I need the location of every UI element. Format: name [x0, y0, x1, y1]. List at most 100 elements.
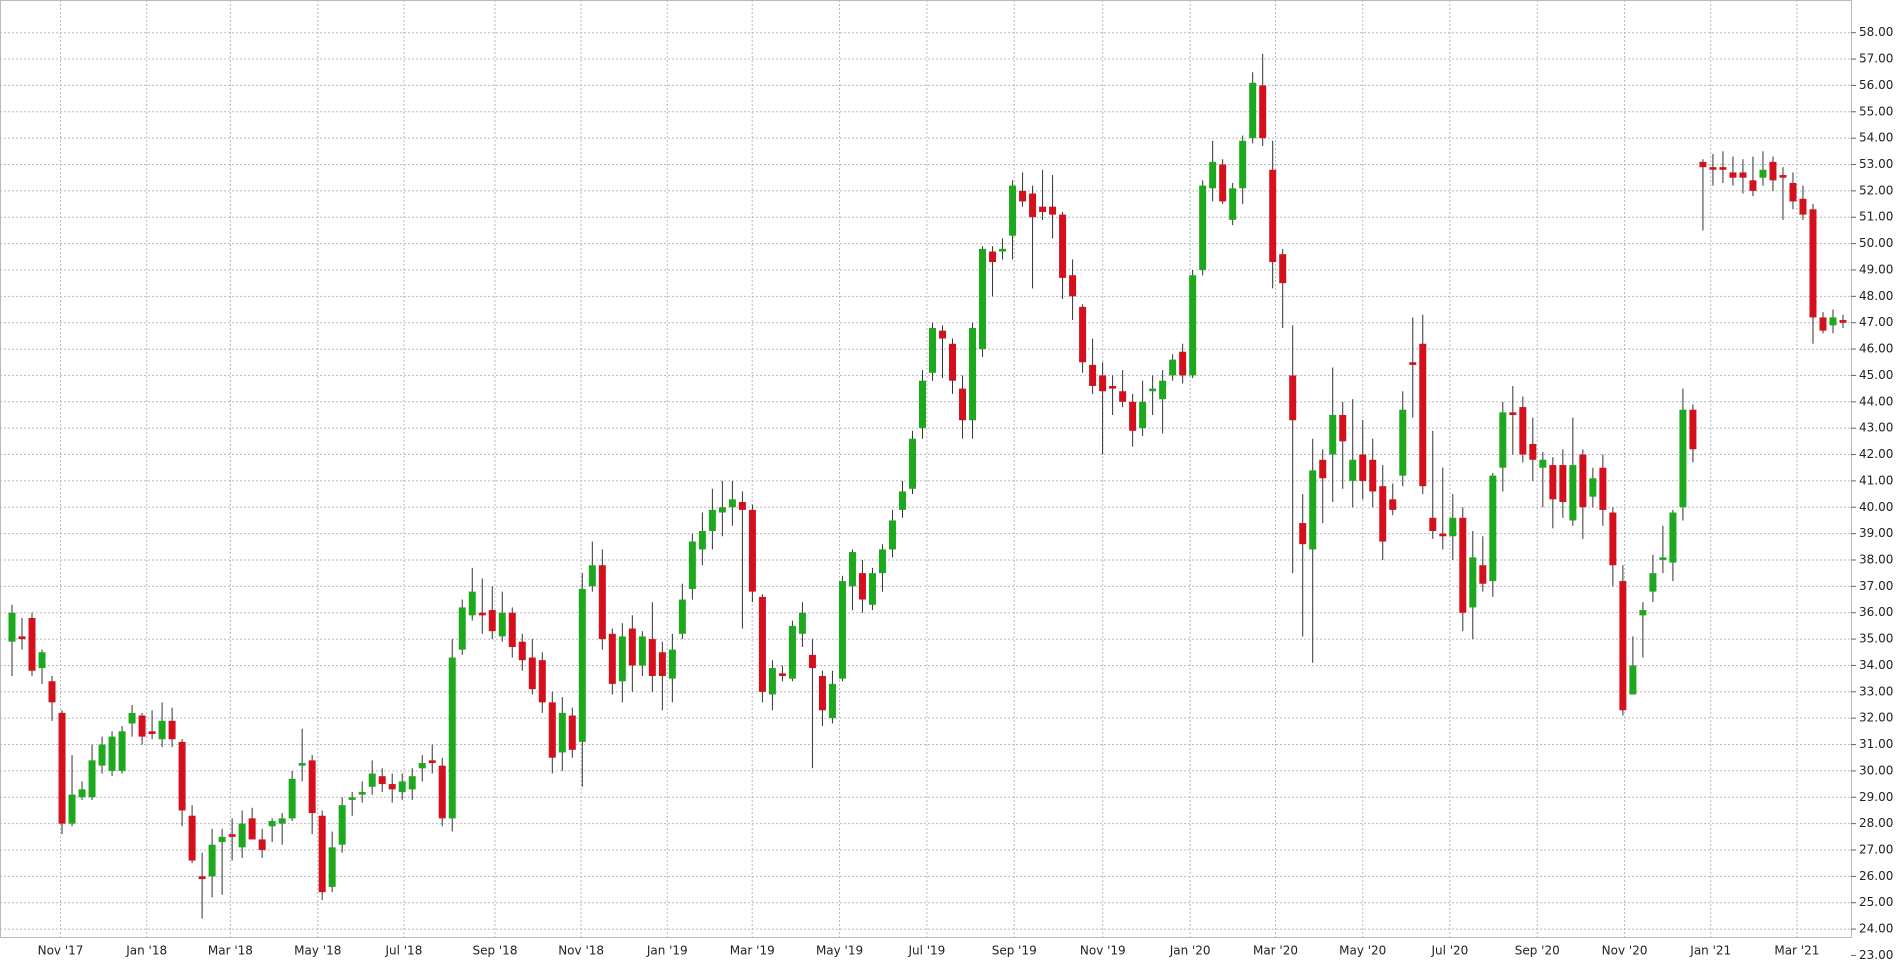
candle-body	[1479, 565, 1487, 584]
candle-body	[818, 675, 826, 711]
candle-body	[1099, 375, 1107, 392]
candle-body	[1199, 185, 1207, 270]
y-tick-label: 38.00	[1859, 552, 1893, 566]
candle-body	[38, 652, 46, 669]
candle-body	[1769, 161, 1777, 181]
candle-body	[1789, 182, 1797, 202]
candle-body	[1339, 414, 1347, 442]
x-tick-label: Sep '18	[472, 944, 517, 958]
candle-body	[798, 612, 806, 634]
candle-body	[1189, 275, 1197, 376]
y-tick-label: 31.00	[1859, 737, 1893, 751]
candle-body	[1559, 465, 1567, 502]
candle-body	[878, 549, 886, 574]
candle-body	[1069, 275, 1077, 297]
candle-body	[58, 712, 66, 824]
candle-body	[1459, 517, 1467, 613]
candle-body	[1569, 465, 1577, 521]
candle-body	[1229, 188, 1237, 220]
candle-body	[518, 641, 526, 661]
candle-body	[1379, 486, 1387, 542]
candle-body	[48, 681, 56, 703]
candle-body	[398, 781, 406, 792]
candle-body	[1609, 512, 1617, 566]
candle-body	[1579, 454, 1587, 508]
candle-body	[388, 784, 396, 790]
x-tick-label: Nov '19	[1080, 944, 1126, 958]
candle-body	[1649, 573, 1657, 592]
candle-body	[1709, 167, 1717, 170]
candle-body	[498, 612, 506, 637]
candle-body	[979, 248, 987, 350]
candle-body	[88, 760, 96, 798]
x-tick-label: Nov '20	[1602, 944, 1648, 958]
candle-body	[278, 818, 286, 824]
candle-body	[1269, 169, 1277, 263]
candle-body	[768, 668, 776, 695]
x-tick-label: Jan '19	[646, 944, 688, 958]
x-tick-label: Nov '17	[38, 944, 84, 958]
candle-body	[1009, 185, 1017, 236]
candle-body	[18, 636, 26, 640]
candle-body	[939, 330, 947, 339]
candle-body	[1689, 409, 1697, 450]
candle-body	[808, 654, 816, 669]
candle-body	[228, 834, 236, 837]
candle-body	[338, 805, 346, 845]
candle-body	[1089, 364, 1097, 386]
y-tick-label: 45.00	[1859, 368, 1893, 382]
candle-body	[1419, 343, 1427, 487]
candle-body	[238, 823, 246, 848]
candle-body	[578, 588, 586, 742]
candle-body	[1129, 401, 1137, 431]
candle-body	[1509, 412, 1517, 415]
candle-body	[1669, 512, 1677, 563]
candle-body	[918, 380, 926, 429]
candle-body	[1439, 533, 1447, 537]
candle-body	[288, 778, 296, 819]
y-tick-label: 52.00	[1859, 183, 1893, 197]
candle-body	[1019, 190, 1027, 202]
candle-body	[508, 612, 516, 647]
y-tick-label: 34.00	[1859, 658, 1893, 672]
y-tick-label: 29.00	[1859, 790, 1893, 804]
candle-body	[468, 591, 476, 616]
candle-body	[608, 633, 616, 684]
candle-body	[458, 607, 466, 650]
y-tick-label: 46.00	[1859, 342, 1893, 356]
candle-body	[8, 612, 16, 642]
candle-body	[328, 847, 336, 887]
candle-body	[148, 731, 156, 734]
candle-body	[1179, 351, 1187, 376]
candle-body	[1139, 401, 1147, 429]
candle-body	[78, 789, 86, 798]
y-tick-label: 24.00	[1859, 922, 1893, 936]
candle-body	[1369, 459, 1377, 492]
candle-body	[848, 552, 856, 587]
candle-body	[1159, 380, 1167, 400]
candle-body	[478, 612, 486, 616]
candle-body	[908, 438, 916, 489]
candle-body	[98, 744, 106, 766]
candle-body	[158, 720, 166, 740]
candle-body	[548, 702, 556, 758]
y-tick-label: 27.00	[1859, 842, 1893, 856]
candle-body	[1249, 82, 1257, 139]
candle-body	[248, 818, 256, 840]
y-tick-label: 37.00	[1859, 579, 1893, 593]
candle-body	[1529, 443, 1537, 460]
y-tick-label: 33.00	[1859, 684, 1893, 698]
y-tick-label: 43.00	[1859, 421, 1893, 435]
candle-body	[1309, 470, 1317, 550]
y-tick-label: 58.00	[1859, 25, 1893, 39]
candle-body	[1809, 209, 1817, 318]
candle-body	[658, 652, 666, 676]
candle-body	[1109, 385, 1117, 389]
y-tick-label: 57.00	[1859, 52, 1893, 66]
candle-body	[408, 776, 416, 790]
y-tick-label: 25.00	[1859, 895, 1893, 909]
candle-body	[989, 251, 997, 263]
y-tick-label: 28.00	[1859, 816, 1893, 830]
candle-body	[348, 797, 356, 800]
candle-body	[838, 581, 846, 679]
